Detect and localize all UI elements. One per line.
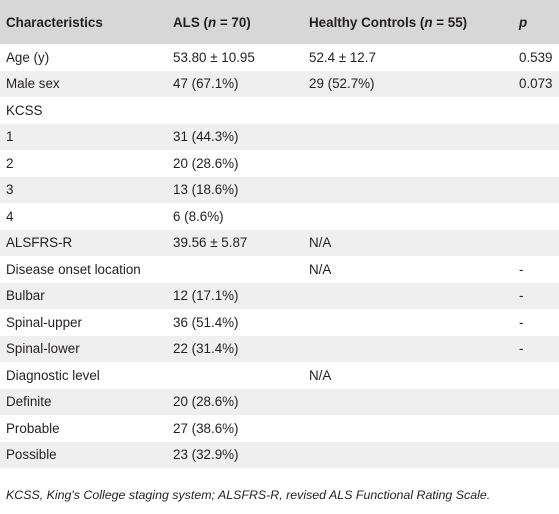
row-label: Possible bbox=[0, 441, 167, 468]
cell-als bbox=[167, 256, 303, 283]
row-label: Spinal-upper bbox=[0, 309, 167, 336]
table-row: Probable 27 (38.6%) bbox=[0, 415, 559, 442]
cell-als: 53.80 ± 10.95 bbox=[167, 44, 303, 71]
cell-p: 0.539 bbox=[511, 44, 559, 71]
cell-p bbox=[511, 123, 559, 150]
header-row: Characteristics ALS (n = 70) Healthy Con… bbox=[0, 0, 559, 44]
cell-p bbox=[511, 97, 559, 124]
cell-healthy-controls: N/A bbox=[303, 362, 511, 389]
table-row: Possible 23 (32.9%) bbox=[0, 441, 559, 468]
cell-p bbox=[511, 388, 559, 415]
cell-healthy-controls: 29 (52.7%) bbox=[303, 70, 511, 97]
header-healthy-controls: Healthy Controls (n = 55) bbox=[303, 0, 511, 44]
cell-p: - bbox=[511, 335, 559, 362]
row-label: 4 bbox=[0, 203, 167, 230]
header-als-prefix: ALS ( bbox=[173, 14, 208, 30]
cell-p bbox=[511, 441, 559, 468]
table-row: Spinal-upper 36 (51.4%) - bbox=[0, 309, 559, 336]
cell-als: 20 (28.6%) bbox=[167, 150, 303, 177]
cell-als: 12 (17.1%) bbox=[167, 282, 303, 309]
cell-als: 36 (51.4%) bbox=[167, 309, 303, 336]
cell-healthy-controls bbox=[303, 335, 511, 362]
cell-als: 6 (8.6%) bbox=[167, 203, 303, 230]
cell-p bbox=[511, 203, 559, 230]
row-label: Disease onset location bbox=[0, 256, 167, 283]
table-footnote: KCSS, King's College staging system; ALS… bbox=[6, 488, 491, 502]
cell-p bbox=[511, 176, 559, 203]
cell-als: 39.56 ± 5.87 bbox=[167, 229, 303, 256]
cell-als: 23 (32.9%) bbox=[167, 441, 303, 468]
cell-healthy-controls bbox=[303, 97, 511, 124]
row-label: Age (y) bbox=[0, 44, 167, 71]
cell-healthy-controls bbox=[303, 282, 511, 309]
table-row: Spinal-lower 22 (31.4%) - bbox=[0, 335, 559, 362]
row-label: 2 bbox=[0, 150, 167, 177]
table-row: Definite 20 (28.6%) bbox=[0, 388, 559, 415]
header-p: p bbox=[511, 0, 559, 44]
cell-p bbox=[511, 415, 559, 442]
cell-healthy-controls bbox=[303, 150, 511, 177]
cell-p: - bbox=[511, 282, 559, 309]
table-row: 3 13 (18.6%) bbox=[0, 176, 559, 203]
row-label: 3 bbox=[0, 176, 167, 203]
cell-healthy-controls bbox=[303, 123, 511, 150]
cell-healthy-controls bbox=[303, 415, 511, 442]
table-row: 1 31 (44.3%) bbox=[0, 123, 559, 150]
row-label: Diagnostic level bbox=[0, 362, 167, 389]
header-hc-n: n bbox=[424, 14, 433, 30]
cell-als: 20 (28.6%) bbox=[167, 388, 303, 415]
row-label: ALSFRS-R bbox=[0, 229, 167, 256]
row-label: KCSS bbox=[0, 97, 167, 124]
table-row: KCSS bbox=[0, 97, 559, 124]
cell-p: - bbox=[511, 256, 559, 283]
cell-healthy-controls bbox=[303, 176, 511, 203]
table-body: Age (y) 53.80 ± 10.95 52.4 ± 12.7 0.539 Male… bbox=[0, 44, 559, 468]
cell-als: 31 (44.3%) bbox=[167, 123, 303, 150]
cell-p bbox=[511, 229, 559, 256]
table-row: Age (y) 53.80 ± 10.95 52.4 ± 12.7 0.539 bbox=[0, 44, 559, 71]
table-row: Bulbar 12 (17.1%) - bbox=[0, 282, 559, 309]
cell-als: 47 (67.1%) bbox=[167, 70, 303, 97]
row-label: Bulbar bbox=[0, 282, 167, 309]
row-label: Male sex bbox=[0, 70, 167, 97]
header-hc-suffix: = 55) bbox=[432, 14, 468, 30]
cell-als: 27 (38.6%) bbox=[167, 415, 303, 442]
cell-p bbox=[511, 150, 559, 177]
cell-als bbox=[167, 97, 303, 124]
row-label: Spinal-lower bbox=[0, 335, 167, 362]
table-row: Diagnostic level N/A bbox=[0, 362, 559, 389]
header-characteristics: Characteristics bbox=[0, 0, 167, 44]
cell-healthy-controls bbox=[303, 203, 511, 230]
table-row: ALSFRS-R 39.56 ± 5.87 N/A bbox=[0, 229, 559, 256]
cell-healthy-controls bbox=[303, 388, 511, 415]
cell-healthy-controls bbox=[303, 441, 511, 468]
cell-healthy-controls: 52.4 ± 12.7 bbox=[303, 44, 511, 71]
row-label: 1 bbox=[0, 123, 167, 150]
header-als-suffix: = 70) bbox=[216, 14, 251, 30]
cell-healthy-controls: N/A bbox=[303, 229, 511, 256]
cell-als: 22 (31.4%) bbox=[167, 335, 303, 362]
cell-p bbox=[511, 362, 559, 389]
cell-p: - bbox=[511, 309, 559, 336]
table-row: 2 20 (28.6%) bbox=[0, 150, 559, 177]
cell-als: 13 (18.6%) bbox=[167, 176, 303, 203]
header-als: ALS (n = 70) bbox=[167, 0, 303, 44]
header-als-n: n bbox=[207, 14, 217, 30]
table-row: Male sex 47 (67.1%) 29 (52.7%) 0.073 bbox=[0, 70, 559, 97]
cell-healthy-controls bbox=[303, 309, 511, 336]
table-row: Disease onset location N/A - bbox=[0, 256, 559, 283]
characteristics-table: Characteristics ALS (n = 70) Healthy Con… bbox=[0, 0, 559, 468]
row-label: Probable bbox=[0, 415, 167, 442]
cell-p: 0.073 bbox=[511, 70, 559, 97]
table-header: Characteristics ALS (n = 70) Healthy Con… bbox=[0, 0, 559, 44]
cell-als bbox=[167, 362, 303, 389]
cell-healthy-controls: N/A bbox=[303, 256, 511, 283]
header-hc-prefix: Healthy Controls ( bbox=[309, 14, 425, 30]
row-label: Definite bbox=[0, 388, 167, 415]
